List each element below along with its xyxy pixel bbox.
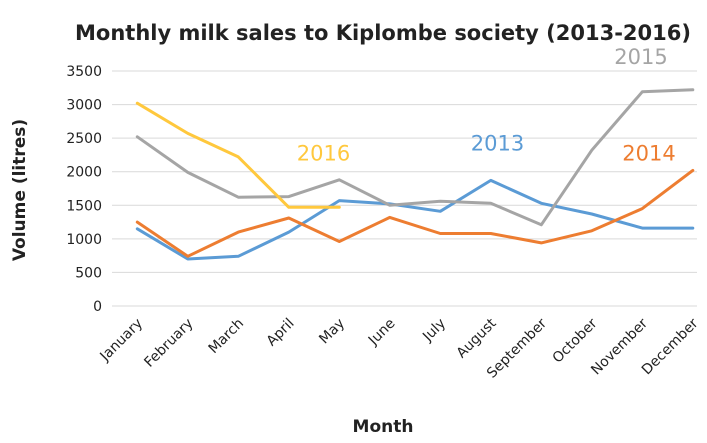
series-lines <box>135 88 695 261</box>
x-tick-label: August <box>454 315 500 361</box>
series-label-2016: 2016 <box>297 141 350 165</box>
x-tick-label: July <box>419 316 449 346</box>
series-label-2013: 2013 <box>471 131 524 155</box>
series-line-2016 <box>135 101 341 209</box>
series-label-2015: 2015 <box>614 45 667 69</box>
x-tick-label: May <box>316 316 348 348</box>
x-tick-label: March <box>206 316 247 357</box>
y-tick-label: 1000 <box>66 232 102 248</box>
y-tick-label: 2000 <box>66 165 102 181</box>
gridlines <box>112 70 697 307</box>
chart-title: Monthly milk sales to Kiplombe society (… <box>75 21 691 45</box>
y-axis-ticks: 0 500 1000 1500 2000 2500 3000 3500 <box>66 64 102 315</box>
y-tick-label: 500 <box>75 265 102 281</box>
y-tick-label: 0 <box>93 299 102 315</box>
y-tick-label: 1500 <box>66 198 102 214</box>
x-axis-title: Month <box>353 417 414 437</box>
series-line-2013 <box>135 178 695 261</box>
series-line-2014 <box>135 168 695 258</box>
x-tick-label: October <box>550 315 601 366</box>
y-axis-title: Volume (litres) <box>10 119 30 261</box>
y-tick-label: 2500 <box>66 131 102 147</box>
series-label-2014: 2014 <box>622 142 675 166</box>
x-tick-label: June <box>365 316 399 350</box>
y-tick-label: 3500 <box>66 64 102 80</box>
y-tick-label: 3000 <box>66 98 102 114</box>
series-line-2015 <box>135 88 695 227</box>
x-tick-label: April <box>264 316 298 350</box>
x-tick-label: February <box>141 316 196 371</box>
x-tick-label: January <box>97 316 147 366</box>
series-labels: 2013 2014 2015 2016 <box>297 45 676 166</box>
